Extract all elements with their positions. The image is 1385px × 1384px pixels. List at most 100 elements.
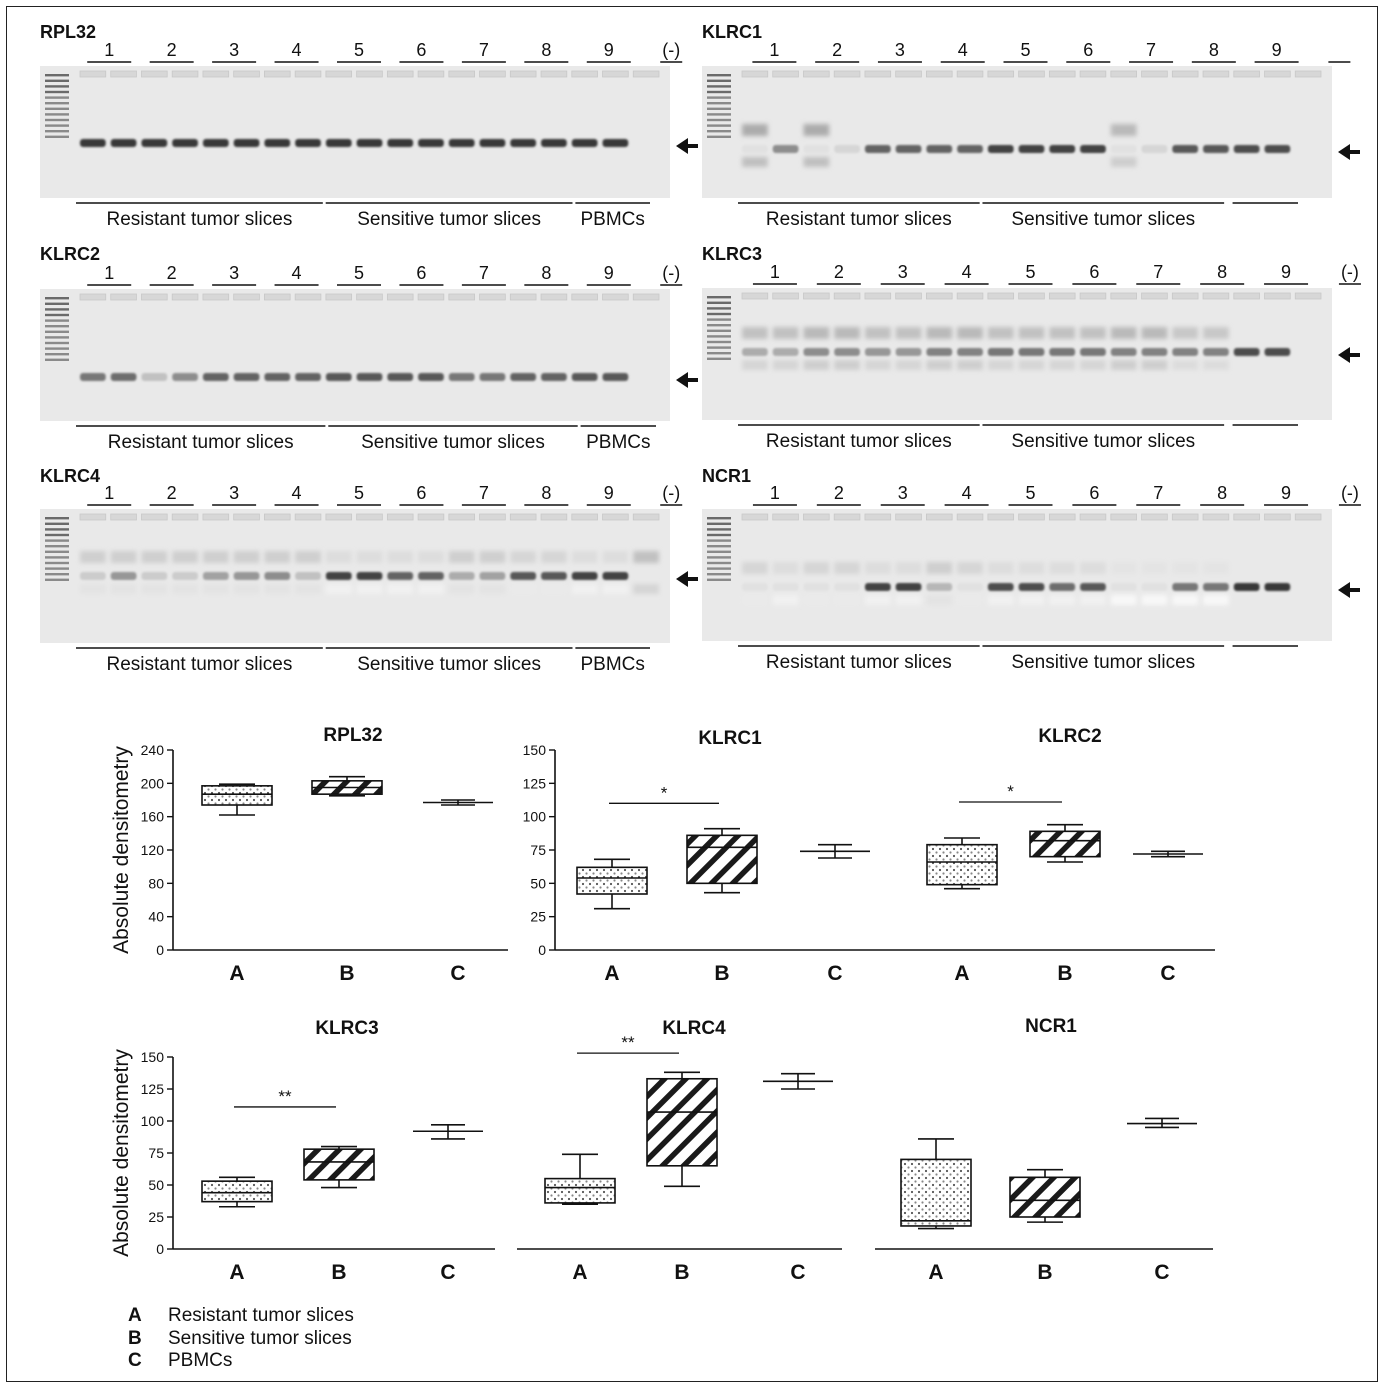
gel-well (1264, 513, 1291, 521)
gel-smear (1141, 562, 1168, 574)
gel-band (1264, 145, 1291, 153)
gel-well (895, 70, 922, 78)
ladder-band (707, 85, 731, 88)
gel-band (172, 373, 198, 381)
gel-band (541, 139, 567, 147)
y-tick-label: 200 (141, 775, 165, 791)
ladder-band (45, 308, 69, 311)
box-body (1009, 1176, 1081, 1218)
y-tick-label: 80 (148, 875, 164, 891)
y-axis-label: Absolute densitometry (110, 746, 133, 954)
y-tick-label: 75 (530, 842, 546, 858)
gel-smear (633, 584, 659, 594)
arrow-icon (1338, 347, 1350, 363)
gel-well (956, 70, 984, 78)
gel-band (479, 572, 506, 580)
gel-band (202, 139, 229, 147)
gel-band (479, 139, 506, 147)
gel-smear (510, 551, 537, 563)
lane-label: 5 (1025, 262, 1035, 282)
group-label: Resistant tumor slices (766, 209, 952, 230)
box-body (201, 785, 273, 806)
gel-smear (864, 360, 891, 370)
x-category-label: A (954, 962, 969, 985)
lane-label: 4 (292, 483, 302, 503)
gel-band (1080, 145, 1106, 153)
gel-well (772, 513, 799, 521)
gel-band (295, 572, 321, 580)
box-body (646, 1077, 718, 1167)
gel-band (864, 348, 891, 356)
gel-well (325, 513, 353, 521)
lane-label: 9 (604, 40, 614, 60)
ladder-band (45, 90, 69, 94)
ladder-band (45, 353, 69, 356)
y-tick-label: 240 (141, 742, 165, 758)
lane-label: 1 (769, 40, 779, 60)
gel-well (417, 513, 445, 521)
significance-label: ** (278, 1087, 292, 1106)
gel-well (171, 293, 199, 301)
group-label: Resistant tumor slices (106, 654, 292, 675)
lane-label: (-) (662, 40, 680, 60)
box-body (1029, 830, 1101, 858)
ladder-band (707, 340, 731, 344)
lane-label: 7 (1153, 483, 1163, 503)
gel-smear (834, 595, 860, 605)
gel-band (1049, 583, 1076, 591)
gel-band (110, 139, 137, 147)
gel-band (356, 373, 383, 381)
group-label: Resistant tumor slices (108, 432, 294, 453)
ladder-band (45, 528, 69, 531)
x-category-label: C (1154, 1261, 1169, 1284)
gel-band (742, 348, 768, 356)
group-label: Sensitive tumor slices (1011, 652, 1195, 673)
gel-smear (141, 551, 168, 563)
gel-band (834, 145, 860, 153)
gel-band (1141, 145, 1168, 153)
gel-band (803, 348, 830, 356)
arrow-icon (676, 138, 688, 154)
ladder-band (45, 533, 69, 537)
box-body (900, 1158, 972, 1227)
ladder-band (45, 358, 69, 361)
ladder-band (45, 130, 69, 133)
gel-band (1110, 348, 1137, 356)
legend-row: A Resistant tumor slices (128, 1305, 354, 1328)
gel-smear (864, 595, 891, 605)
gel-well (833, 513, 861, 521)
gel-band (957, 145, 983, 153)
gel-well (141, 70, 168, 78)
box-plot-klrc3: KLRC3 0 25 50 75 100 125 150 Absolute densitomet… (110, 1018, 495, 1284)
gel-well (264, 70, 291, 78)
gel-smear (926, 327, 953, 339)
ladder-band (45, 302, 69, 305)
gel-band (1049, 348, 1076, 356)
gel-well (1233, 70, 1260, 78)
gel-well (1202, 292, 1230, 300)
ladder-band (707, 90, 731, 94)
ladder-band (707, 357, 731, 360)
gel-well (202, 513, 230, 521)
gel-smear (356, 584, 383, 594)
y-tick-label: 50 (148, 1177, 164, 1193)
gel-well (1018, 292, 1045, 300)
y-tick-label: 0 (538, 942, 546, 958)
gel-band (1172, 583, 1199, 591)
ladder-band (45, 102, 69, 105)
arrow-icon (1348, 150, 1360, 154)
gel-well (171, 70, 199, 78)
gel-title: KLRC2 (40, 244, 100, 264)
box-plot-klrc4: KLRC4 A B C ** (517, 1018, 842, 1284)
gel-well (1079, 70, 1107, 78)
gel-band (448, 572, 475, 580)
ladder-band (45, 522, 69, 525)
gel-smear (987, 327, 1014, 339)
group-label: PBMCs (586, 432, 650, 453)
gel-band (1172, 145, 1199, 153)
box-body (686, 834, 758, 885)
gel-band (264, 373, 291, 381)
ladder-band (45, 319, 69, 322)
gel-smear (1080, 327, 1106, 339)
gel-image (40, 289, 670, 421)
